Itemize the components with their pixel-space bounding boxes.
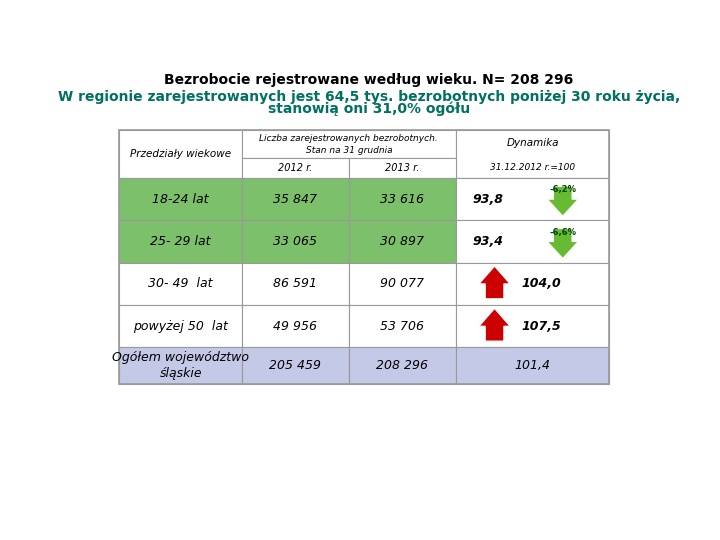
Text: 93,8: 93,8 xyxy=(473,193,504,206)
Bar xyxy=(456,347,609,384)
Text: Bezrobocie rejestrowane według wieku. N= 208 296: Bezrobocie rejestrowane według wieku. N=… xyxy=(164,73,574,87)
Text: 101,4: 101,4 xyxy=(515,360,551,373)
Bar xyxy=(456,262,609,305)
Text: 104,0: 104,0 xyxy=(521,278,561,291)
Bar xyxy=(242,178,349,220)
Text: stanowią oni 31,0% ogółu: stanowią oni 31,0% ogółu xyxy=(268,102,470,116)
Text: 25- 29 lat: 25- 29 lat xyxy=(150,235,211,248)
Bar xyxy=(349,220,456,262)
Bar xyxy=(456,178,609,220)
Bar xyxy=(242,347,349,384)
Polygon shape xyxy=(479,308,510,341)
Text: -6,6%: -6,6% xyxy=(549,228,576,237)
Text: 2013 r.: 2013 r. xyxy=(385,163,420,173)
Bar xyxy=(349,158,456,178)
Text: 35 847: 35 847 xyxy=(274,193,318,206)
Text: W regionie zarejestrowanych jest 64,5 tys. bezrobotnych poniżej 30 roku życia,: W regionie zarejestrowanych jest 64,5 ty… xyxy=(58,90,680,104)
Bar xyxy=(456,130,609,178)
Bar xyxy=(349,347,456,384)
Text: 30 897: 30 897 xyxy=(380,235,424,248)
Text: 93,4: 93,4 xyxy=(473,235,504,248)
Text: powyżej 50  lat: powyżej 50 lat xyxy=(133,320,228,333)
Text: 86 591: 86 591 xyxy=(274,278,318,291)
Text: 205 459: 205 459 xyxy=(269,360,321,373)
Bar xyxy=(242,130,456,158)
Bar xyxy=(456,305,609,347)
Polygon shape xyxy=(547,186,578,216)
Text: Liczba zarejestrowanych bezrobotnych.
Stan na 31 grudnia: Liczba zarejestrowanych bezrobotnych. St… xyxy=(259,134,438,154)
Text: Ogółem województwo
śląskie: Ogółem województwo śląskie xyxy=(112,352,249,380)
Bar xyxy=(120,130,609,384)
Text: Przedziały wiekowe: Przedziały wiekowe xyxy=(130,149,231,159)
Text: 208 296: 208 296 xyxy=(377,360,428,373)
Bar xyxy=(242,305,349,347)
Bar xyxy=(349,305,456,347)
Bar xyxy=(242,220,349,262)
Bar xyxy=(120,262,242,305)
Text: 30- 49  lat: 30- 49 lat xyxy=(148,278,213,291)
Bar xyxy=(456,220,609,262)
Text: 33 065: 33 065 xyxy=(274,235,318,248)
Bar xyxy=(349,178,456,220)
Polygon shape xyxy=(547,228,578,259)
Text: 33 616: 33 616 xyxy=(380,193,424,206)
Bar xyxy=(120,305,242,347)
Text: 49 956: 49 956 xyxy=(274,320,318,333)
Text: 90 077: 90 077 xyxy=(380,278,424,291)
Text: 107,5: 107,5 xyxy=(521,320,561,333)
Bar xyxy=(120,178,242,220)
Polygon shape xyxy=(479,266,510,299)
Text: Dynamika: Dynamika xyxy=(506,138,559,148)
Bar xyxy=(120,220,242,262)
Bar xyxy=(349,262,456,305)
Text: 53 706: 53 706 xyxy=(380,320,424,333)
Bar xyxy=(120,130,242,178)
Bar xyxy=(120,347,242,384)
Text: -6,2%: -6,2% xyxy=(549,185,576,194)
Text: 2012 r.: 2012 r. xyxy=(278,163,312,173)
Bar xyxy=(242,262,349,305)
Text: 18-24 lat: 18-24 lat xyxy=(153,193,209,206)
Bar xyxy=(242,158,349,178)
Text: 31.12.2012 r.=100: 31.12.2012 r.=100 xyxy=(490,164,575,172)
